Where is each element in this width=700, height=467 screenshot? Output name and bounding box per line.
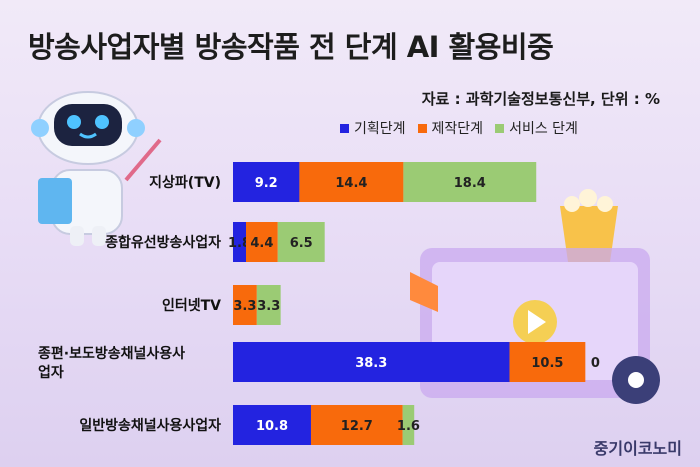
category-label: 일반방송채널사용사업자 — [79, 417, 221, 434]
bar-segment-service — [402, 405, 415, 445]
value-label-service: 6.5 — [290, 236, 313, 251]
bar-segment-production — [509, 342, 586, 382]
bar-segment-production — [245, 222, 278, 262]
legend-swatch-service — [495, 123, 505, 133]
legend-item-production: 제작단계 — [417, 118, 484, 138]
legend-label-planning: 기획단계 — [354, 121, 406, 137]
legend-item-planning: 기획단계 — [340, 118, 406, 138]
legend: 기획단계 제작단계 서비스 단계 — [340, 118, 578, 138]
bar-segment-production — [310, 405, 403, 445]
publisher-logo: 중기이코노미 — [593, 439, 682, 458]
bar-segment-service — [277, 222, 325, 262]
value-label-production: 3.3 — [233, 299, 256, 314]
bar-segment-service — [256, 285, 281, 325]
value-label-planning: 9.2 — [255, 176, 278, 191]
value-label-service: 3.3 — [257, 299, 280, 314]
category-label: 종편·보도방송채널사용사 업자 — [38, 345, 185, 381]
legend-label-service: 서비스 단계 — [509, 121, 578, 137]
bar-segment-planning — [233, 342, 510, 382]
value-label-service: 1.6 — [397, 419, 420, 434]
category-label: 인터넷TV — [162, 297, 221, 314]
value-label-planning: 1.8 — [228, 236, 251, 251]
value-label-service: 18.4 — [454, 176, 486, 191]
bar-segment-planning — [233, 162, 300, 202]
value-label-service: 0 — [591, 356, 600, 371]
legend-swatch-planning — [340, 123, 349, 133]
category-label: 종합유선방송사업자 — [105, 234, 221, 251]
value-label-planning: 10.8 — [256, 419, 288, 434]
source-note: 자료 : 과학기술정보통신부, 단위 : % — [421, 90, 660, 108]
legend-label-production: 제작단계 — [431, 121, 484, 137]
bar-segment-production — [299, 162, 404, 202]
bar-segment-service — [403, 162, 537, 202]
value-label-production: 10.5 — [531, 356, 563, 371]
bar-segment-planning — [233, 222, 246, 262]
robot-mascot-icon — [31, 91, 162, 246]
value-label-planning: 38.3 — [355, 356, 387, 371]
value-label-production: 14.4 — [335, 176, 367, 191]
value-label-production: 4.4 — [250, 236, 273, 251]
chart-title: 방송사업자별 방송작품 전 단계 AI 활용비중 — [28, 30, 554, 64]
bar-segment-production — [233, 285, 257, 325]
bar-segment-planning — [233, 405, 311, 445]
legend-item-service: 서비스 단계 — [495, 118, 578, 138]
value-label-production: 12.7 — [341, 419, 373, 434]
bars: 9.214.418.41.84.46.503.33.338.310.5010.8… — [228, 162, 600, 445]
category-label: 지상파(TV) — [149, 175, 221, 191]
legend-swatch-production — [417, 123, 427, 133]
